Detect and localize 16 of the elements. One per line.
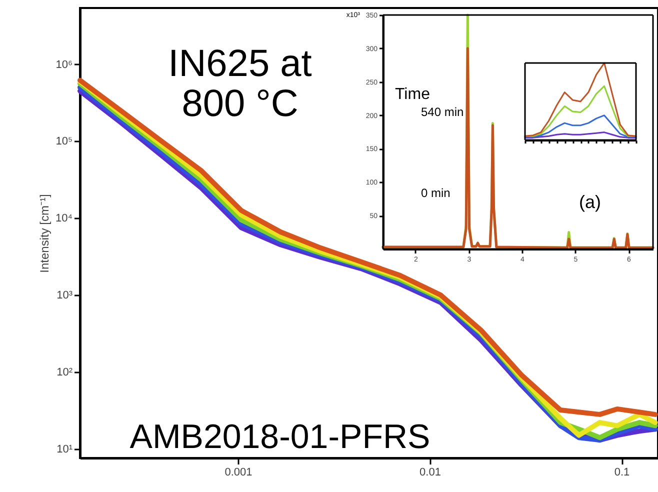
y-tick-label: 10¹ bbox=[56, 443, 73, 456]
y-tick-label: 10³ bbox=[56, 290, 73, 302]
x-tick-label: 0.01 bbox=[420, 466, 441, 478]
annotation: Time bbox=[395, 86, 430, 103]
x-tick-label: 0.1 bbox=[614, 466, 630, 478]
annotation: AMB2018-01-PFRS bbox=[130, 418, 430, 456]
x-tick-label: 0.001 bbox=[224, 466, 252, 478]
y-tick-label: 10⁴ bbox=[56, 212, 73, 225]
y-tick-label: 10⁶ bbox=[56, 58, 72, 71]
annotation: IN625 at 800 °C bbox=[168, 43, 312, 125]
y-tick-label: 10² bbox=[56, 366, 73, 378]
annotation: 0 min bbox=[421, 186, 450, 200]
annotation: (a) bbox=[579, 192, 601, 212]
annotation: 540 min bbox=[421, 105, 464, 119]
y-tick-label: 10⁵ bbox=[56, 136, 72, 148]
y-axis-title: Intensity [cm⁻¹] bbox=[38, 194, 52, 273]
